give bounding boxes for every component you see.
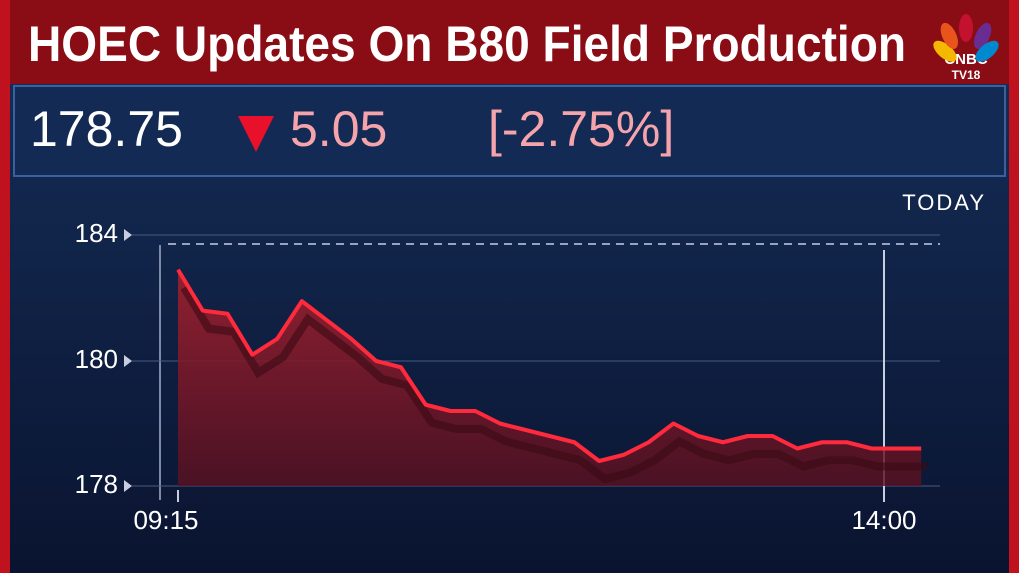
y-tick-label: 178	[75, 469, 118, 499]
y-tick-mark	[124, 355, 132, 367]
down-arrow	[238, 116, 274, 152]
change: 5.05	[290, 101, 387, 157]
y-tick-label: 184	[75, 218, 118, 248]
area	[178, 269, 922, 486]
left-border	[0, 0, 10, 573]
y-tick-mark	[124, 229, 132, 241]
right-border	[1009, 0, 1019, 573]
logo-text: TV18	[952, 68, 981, 82]
x-tick-label: 14:00	[851, 505, 916, 535]
period-label: TODAY	[902, 190, 986, 215]
x-tick-label: 09:15	[133, 505, 198, 535]
price-line	[176, 268, 922, 463]
price: 178.75	[30, 101, 183, 157]
logo-peacock	[933, 14, 999, 62]
y-tick-mark	[124, 480, 132, 492]
y-tick-label: 180	[75, 344, 118, 374]
headline: HOEC Updates On B80 Field Production	[28, 16, 906, 72]
quote-bar	[13, 85, 1006, 177]
title-bar	[10, 0, 1009, 84]
line-shadow	[180, 285, 928, 484]
change-percent: [-2.75%]	[488, 101, 674, 157]
